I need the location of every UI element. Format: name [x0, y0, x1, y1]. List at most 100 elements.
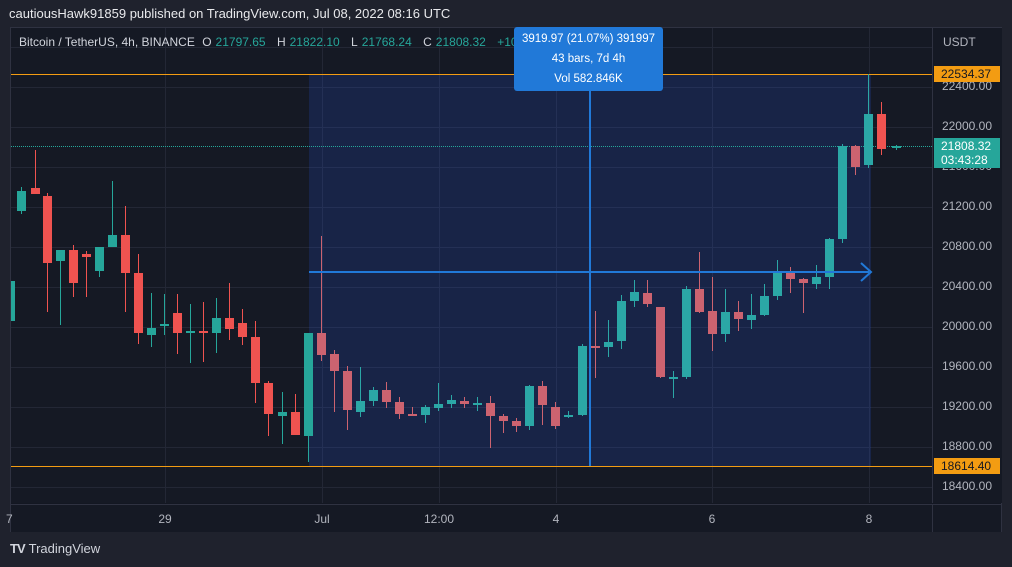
candle-body	[238, 323, 247, 337]
range-high-badge: 22534.37	[934, 65, 1000, 82]
measure-bars: 43 bars, 7d 4h	[551, 53, 626, 65]
measure-tooltip: 3919.97 (21.07%) 391997 43 bars, 7d 4h V…	[514, 27, 663, 91]
candle-wick	[35, 150, 36, 194]
candle-body	[473, 403, 482, 405]
grid-line	[556, 28, 557, 503]
candle-body	[17, 191, 26, 211]
close-value: C 21808.32	[423, 35, 486, 49]
candle-body	[264, 383, 273, 414]
candle-body	[721, 312, 730, 334]
tv-logo-icon: TV	[10, 541, 26, 556]
time-tick: 6	[708, 512, 716, 526]
candle-body	[708, 311, 717, 334]
candle-body	[369, 390, 378, 401]
candle-body	[838, 146, 847, 239]
grid-line	[439, 28, 440, 503]
candle-body	[56, 250, 65, 261]
ohlc-legend: Bitcoin / TetherUS, 4h, BINANCE O 21797.6…	[19, 35, 591, 49]
price-tick: 22000.00	[941, 119, 992, 133]
candle-body	[356, 401, 365, 412]
candle-body	[395, 402, 404, 414]
candle-body	[108, 235, 117, 247]
low-value: L 21768.24	[351, 35, 412, 49]
symbol-label[interactable]: Bitcoin / TetherUS, 4h, BINANCE	[19, 35, 195, 49]
candle-body	[95, 247, 104, 271]
range-high-line	[11, 73, 932, 75]
candle-wick	[86, 251, 87, 297]
candle-body	[656, 307, 665, 377]
candle-wick	[608, 320, 609, 357]
candle-body	[134, 273, 143, 333]
candle-wick	[60, 250, 61, 325]
candle-wick	[438, 383, 439, 411]
candle-body	[304, 333, 313, 436]
candle-body	[343, 371, 352, 410]
price-plot-area[interactable]	[11, 28, 932, 503]
last-price-badge: 21808.32 03:43:28	[934, 138, 1000, 169]
candle-body	[734, 312, 743, 319]
price-tick: 18400.00	[941, 479, 992, 493]
price-tick: 20800.00	[941, 239, 992, 253]
candle-body	[121, 235, 130, 273]
candle-wick	[803, 278, 804, 313]
time-axis[interactable]: 7 29 Jul 12:00 4 6 8	[6, 504, 1001, 532]
candle-body	[786, 271, 795, 279]
candle-body	[877, 114, 886, 149]
time-tick: 7	[6, 512, 13, 526]
grid-line	[11, 287, 932, 288]
grid-line	[11, 87, 932, 88]
candle-body	[747, 315, 756, 320]
measure-volume: Vol 582.846K	[554, 73, 623, 85]
candle-body	[317, 333, 326, 355]
grid-line	[11, 367, 932, 368]
candle-body	[408, 414, 417, 416]
time-tick: 8	[865, 512, 873, 526]
candle-body	[225, 318, 234, 329]
time-tick: Jul	[314, 512, 330, 526]
candle-wick	[282, 392, 283, 444]
grid-line	[322, 28, 323, 503]
candle-wick	[673, 371, 674, 398]
candle-wick	[503, 414, 504, 433]
measure-vertical-arrow	[589, 73, 591, 466]
candle-body	[291, 412, 300, 435]
candle-body	[892, 146, 901, 149]
candle-body	[11, 281, 15, 321]
candle-wick	[790, 267, 791, 293]
candle-wick	[229, 283, 230, 340]
candle-body	[31, 188, 40, 194]
range-low-badge: 18614.40	[934, 457, 1000, 474]
currency-label: USDT	[943, 35, 976, 49]
brand-label: TradingView	[28, 541, 101, 556]
candle-body	[825, 239, 834, 277]
candle-body	[760, 296, 769, 315]
candle-wick	[190, 304, 191, 363]
candle-body	[773, 271, 782, 296]
time-tick: 4	[552, 512, 560, 526]
candle-body	[538, 386, 547, 405]
grid-line	[11, 47, 932, 48]
candle-body	[173, 313, 182, 333]
price-axis[interactable]: USDT 22400.0022000.0021600.0021200.00208…	[932, 28, 1002, 503]
candle-body	[43, 196, 52, 263]
candle-body	[382, 390, 391, 402]
tradingview-logo[interactable]: TV TradingView	[10, 541, 100, 556]
candle-body	[330, 354, 339, 371]
grid-line	[165, 28, 166, 503]
measure-change: 3919.97 (21.07%) 391997	[522, 33, 655, 45]
candle-wick	[321, 236, 322, 361]
candle-body	[69, 250, 78, 283]
candle-body	[630, 292, 639, 301]
candle-body	[434, 404, 443, 408]
high-value: H 21822.10	[276, 35, 340, 49]
candle-body	[591, 346, 600, 348]
candle-body	[812, 277, 821, 284]
candle-body	[199, 331, 208, 333]
candle-body	[421, 407, 430, 415]
time-tick: 29	[158, 512, 172, 526]
grid-line	[11, 487, 932, 488]
price-tick: 19600.00	[941, 359, 992, 373]
grid-line	[11, 167, 932, 168]
candle-body	[160, 324, 169, 326]
candle-body	[278, 412, 287, 416]
